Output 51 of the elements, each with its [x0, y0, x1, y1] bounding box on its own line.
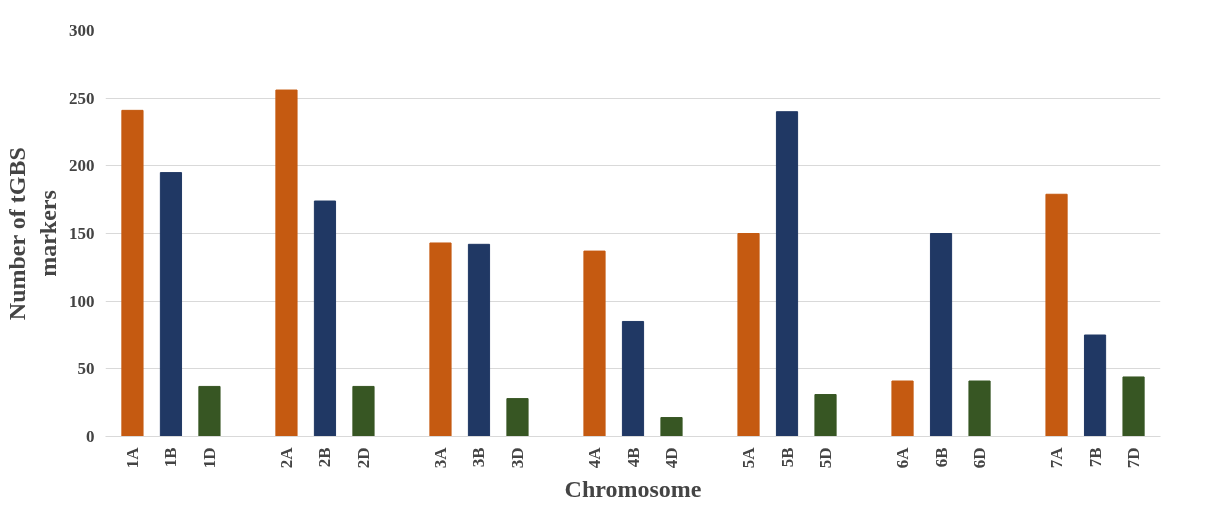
bar	[814, 394, 837, 437]
bar	[506, 398, 529, 437]
x-tick-label: 5B	[777, 447, 797, 468]
x-tick-label: 6B	[931, 447, 951, 468]
y-tick-label: 50	[77, 359, 95, 379]
x-tick-label: 6D	[970, 447, 990, 469]
x-tick-label: 4A	[585, 446, 604, 469]
y-tick-label: 150	[69, 224, 95, 243]
x-tick-label: 3A	[430, 446, 450, 469]
y-tick-label: 250	[69, 88, 95, 108]
bar	[775, 111, 799, 437]
x-tick-label: 1A	[122, 446, 142, 469]
y-tick-label: 0	[86, 427, 95, 446]
bar	[429, 242, 452, 437]
x-tick-label: 2B	[315, 447, 335, 468]
x-tick-label: 5D	[816, 447, 836, 469]
x-tick-label: 3D	[507, 447, 527, 469]
y-tick-label: 300	[69, 21, 95, 40]
y-axis-title: Number of tGBS markers	[3, 147, 61, 321]
bar	[121, 109, 144, 437]
x-tick-label: 7D	[1124, 447, 1144, 469]
bar	[891, 380, 914, 437]
x-tick-label: 1B	[161, 447, 181, 468]
bar	[968, 380, 991, 437]
bar	[621, 320, 645, 437]
x-tick-label: 4B	[623, 447, 643, 468]
bar	[583, 250, 606, 437]
bar	[352, 385, 375, 437]
bar	[1045, 193, 1068, 437]
x-tick-label: 1D	[199, 447, 219, 469]
bar	[313, 200, 337, 437]
bar	[1122, 376, 1145, 437]
x-tick-label: 7A	[1047, 446, 1067, 469]
x-tick-label: 3B	[469, 447, 489, 468]
y-tick-label: 100	[69, 291, 95, 311]
x-tick-label: 2A	[276, 446, 296, 469]
x-tick-label: 4D	[662, 447, 681, 469]
bar	[159, 172, 183, 437]
x-tick-label: 5A	[739, 446, 759, 469]
x-axis-title: Chromosome	[564, 476, 702, 503]
x-tick-label: 2D	[353, 447, 373, 469]
bar	[929, 233, 953, 437]
x-tick-label: 6A	[893, 446, 913, 469]
x-tick-label: 7B	[1085, 447, 1105, 468]
bar	[275, 89, 298, 437]
bar	[1083, 334, 1107, 437]
bar	[467, 243, 491, 437]
y-tick-label: 200	[69, 156, 95, 176]
bar	[660, 417, 683, 437]
bar	[737, 233, 760, 437]
bar	[198, 385, 221, 437]
